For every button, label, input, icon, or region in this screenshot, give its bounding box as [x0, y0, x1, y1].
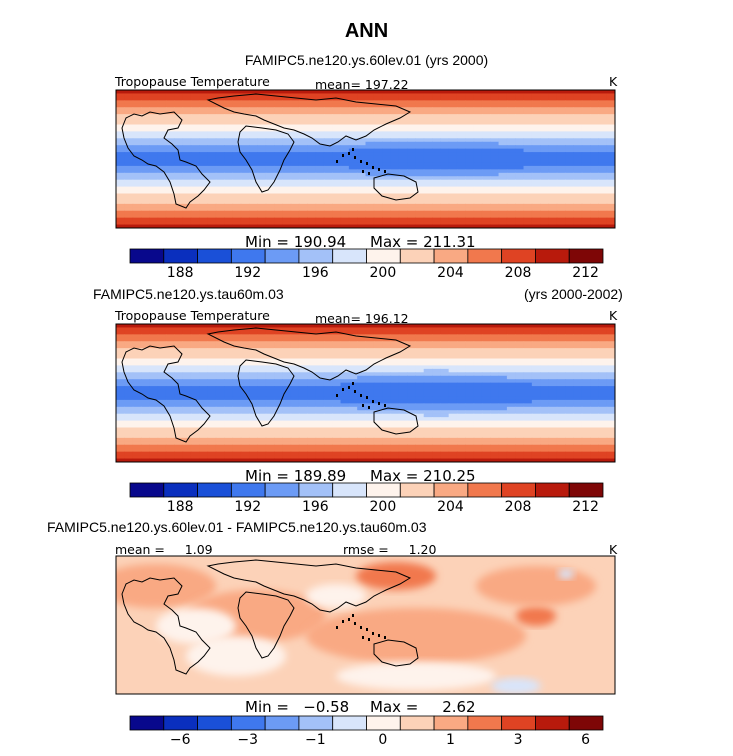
- panel1-colorbar-tick: 196: [301, 265, 329, 281]
- panel2-colorbar-tick: 192: [234, 499, 262, 515]
- panel3-colorbar-box: [230, 715, 266, 731]
- panel1-colorbar-tick: 188: [166, 265, 194, 281]
- panel3-colorbar-box: [433, 715, 469, 731]
- panel1-max-label: Max = 211.31: [370, 233, 476, 251]
- panel2-header-years: (yrs 2000-2002): [524, 286, 623, 302]
- panel1-colorbar-tick: 208: [504, 265, 532, 281]
- panel1-mean-label: mean= 197.22: [315, 77, 409, 92]
- panel2-colorbar-tick: 212: [572, 499, 599, 515]
- panel1-colorbar-box: [332, 248, 367, 264]
- panel3-map-frame: [115, 555, 616, 695]
- figure-title: ANN: [344, 20, 389, 42]
- panel2-colorbar-tick: 188: [166, 499, 194, 515]
- panel3-colorbar-box: [568, 715, 604, 731]
- panel2-colorbar-box: [129, 482, 165, 498]
- panel3-colorbar-box: [366, 715, 401, 731]
- panel1-colorbar-box: [197, 248, 232, 264]
- panel3-colorbar-box: [163, 715, 198, 731]
- panel2-colorbar-tick: 200: [369, 499, 397, 515]
- panel2-colorbar-box: [197, 482, 232, 498]
- panel1-colorbar-tick: 204: [437, 265, 464, 281]
- panel2-colorbar-box: [568, 482, 604, 498]
- panel2-units: K: [609, 308, 618, 323]
- panel1-colorbar-box: [433, 248, 469, 264]
- panel3-colorbar-box: [535, 715, 570, 731]
- panel2-max-label: Max = 210.25: [370, 467, 476, 485]
- panel2-colorbar-box: [298, 482, 334, 498]
- panel3-rmse-label: rmse = 1.20: [343, 542, 437, 557]
- panel1-colorbar-tick: 200: [369, 265, 397, 281]
- panel1-map-field: [116, 90, 615, 228]
- panel1-field-label: Tropopause Temperature: [115, 74, 270, 89]
- panel1-colorbar-box: [298, 248, 334, 264]
- panel3-colorbar-box: [399, 715, 435, 731]
- panel2-colorbar-box: [399, 482, 435, 498]
- panel2-mean-label: mean= 196.12: [315, 311, 409, 326]
- panel3-colorbar-box: [501, 715, 536, 731]
- panel2-min-label: Min = 189.89: [245, 467, 347, 485]
- panel2-field-label: Tropopause Temperature: [115, 308, 270, 323]
- panel1-min-label: Min = 190.94: [245, 233, 347, 251]
- panel3-min-label: Min = −0.58: [245, 698, 350, 716]
- panel2-colorbar-tick: 204: [437, 499, 464, 515]
- panel1-coastlines: [121, 93, 419, 209]
- panel3-colorbar-box: [129, 715, 165, 731]
- panel1-colorbar-box: [501, 248, 536, 264]
- panel3-max-label: Max = 2.62: [370, 698, 476, 716]
- panel3-colorbar-tick: −6: [169, 732, 191, 748]
- panel2-colorbar-box: [366, 482, 401, 498]
- panel2-colorbar-box: [467, 482, 503, 498]
- panel3-colorbar-tick: 1: [445, 732, 455, 748]
- panel1-colorbar-box: [230, 248, 266, 264]
- panel2-coastlines: [121, 327, 419, 443]
- panel2-colorbar-box: [535, 482, 570, 498]
- panel1-colorbar-box: [535, 248, 570, 264]
- panel3-map-field: [116, 556, 615, 694]
- panel2-header: FAMIPC5.ne120.ys.tau60m.03: [93, 286, 284, 302]
- panel2-colorbar-box: [433, 482, 469, 498]
- panel1-header: FAMIPC5.ne120.ys.60lev.01 (yrs 2000): [244, 52, 489, 68]
- panel1-colorbar-box: [163, 248, 198, 264]
- panel1-colorbar-box: [399, 248, 435, 264]
- panel1-colorbar-tick: 192: [234, 265, 262, 281]
- panel3-colorbar-tick: 3: [513, 732, 523, 748]
- panel2-colorbar-tick: 208: [504, 499, 532, 515]
- panel3-coastlines: [121, 559, 419, 675]
- panel3-colorbar-tick: 6: [581, 732, 591, 748]
- panel1-colorbar-box: [366, 248, 401, 264]
- panel3-colorbar-tick: −3: [237, 732, 259, 748]
- panel3-colorbar-box: [264, 715, 300, 731]
- panel2-colorbar-box: [332, 482, 367, 498]
- panel2-map-frame: [115, 323, 616, 463]
- panel2-colorbar-box: [264, 482, 300, 498]
- panel2-colorbar-box: [230, 482, 266, 498]
- panel2-map-field: [116, 324, 615, 462]
- panel1-colorbar-box: [568, 248, 604, 264]
- panel2-colorbar-box: [501, 482, 536, 498]
- panel2-colorbar-box: [163, 482, 198, 498]
- panel1-colorbar-box: [129, 248, 165, 264]
- panel3-colorbar-box: [467, 715, 503, 731]
- panel3-units: K: [609, 542, 618, 557]
- panel3-header: FAMIPC5.ne120.ys.60lev.01 - FAMIPC5.ne12…: [47, 519, 427, 535]
- panel3-colorbar-box: [197, 715, 232, 731]
- panel3-colorbar-tick: −1: [304, 732, 326, 748]
- panel3-colorbar-tick: 0: [378, 732, 388, 748]
- panel1-units: K: [609, 74, 618, 89]
- panel1-map-frame: [115, 89, 616, 229]
- panel3-mean-label: mean = 1.09: [115, 542, 213, 557]
- panel3-colorbar-box: [332, 715, 367, 731]
- panel1-colorbar-tick: 212: [572, 265, 599, 281]
- panel2-colorbar-tick: 196: [301, 499, 329, 515]
- panel1-colorbar-box: [467, 248, 503, 264]
- panel1-colorbar-box: [264, 248, 300, 264]
- panel3-colorbar-box: [298, 715, 334, 731]
